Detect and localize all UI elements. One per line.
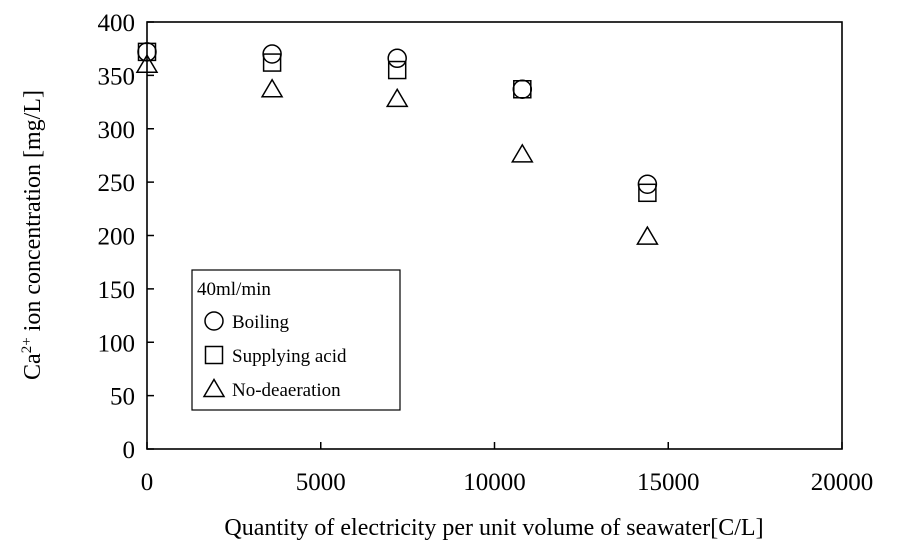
- y-tick-label: 350: [98, 63, 136, 90]
- series-circle: [137, 42, 658, 195]
- y-tick-label: 400: [98, 10, 136, 37]
- x-tick-label: 0: [141, 469, 154, 496]
- square-data-point: [638, 183, 657, 203]
- y-tick-label: 100: [98, 330, 136, 357]
- y-tick-label: 0: [123, 437, 136, 464]
- x-tick-label: 15000: [637, 469, 700, 496]
- series-triangle: [135, 53, 659, 245]
- legend-title: 40ml/min: [197, 279, 271, 300]
- y-tick-label: 250: [98, 170, 136, 197]
- triangle-data-point: [260, 78, 284, 98]
- y-tick-label: 200: [98, 224, 136, 251]
- triangle-data-point: [510, 143, 534, 163]
- x-tick-label: 20000: [811, 469, 874, 496]
- triangle-data-point: [636, 225, 659, 245]
- data-points: [135, 42, 659, 245]
- y-axis-label: Ca2+ ion concentration [mg/L]: [19, 90, 46, 380]
- legend-triangle-marker: [202, 378, 226, 398]
- series-square: [137, 42, 657, 203]
- y-tick-label: 50: [110, 384, 135, 411]
- square-data-point: [513, 80, 532, 99]
- triangle-data-point: [385, 87, 409, 108]
- legend-entry-label: Supplying acid: [232, 346, 347, 367]
- y-tick-label: 150: [98, 277, 136, 304]
- legend-box: [191, 269, 401, 411]
- square-data-point: [387, 60, 407, 80]
- triangle-data-point: [135, 53, 159, 73]
- legend-entry-label: Boiling: [232, 312, 290, 333]
- legend-square-marker: [204, 345, 224, 365]
- x-axis-label: Quantity of electricity per unit volume …: [224, 515, 763, 541]
- circle-data-point: [512, 79, 533, 100]
- x-tick-label: 10000: [463, 469, 526, 496]
- legend: 40ml/min Boiling Supplying acid No-deaerat…: [191, 269, 401, 411]
- y-axis-ticks: 0 50 100 150 200 250 300 350 400: [98, 10, 154, 464]
- legend-circle-marker: [204, 311, 224, 331]
- legend-entry-label: No-deaeration: [232, 380, 341, 401]
- square-data-point: [137, 42, 157, 62]
- circle-data-point: [387, 48, 407, 69]
- y-tick-label: 300: [98, 117, 136, 144]
- x-tick-label: 5000: [296, 469, 346, 496]
- x-axis-ticks: 0 5000 10000 15000 20000: [141, 442, 874, 496]
- square-data-point: [262, 53, 282, 72]
